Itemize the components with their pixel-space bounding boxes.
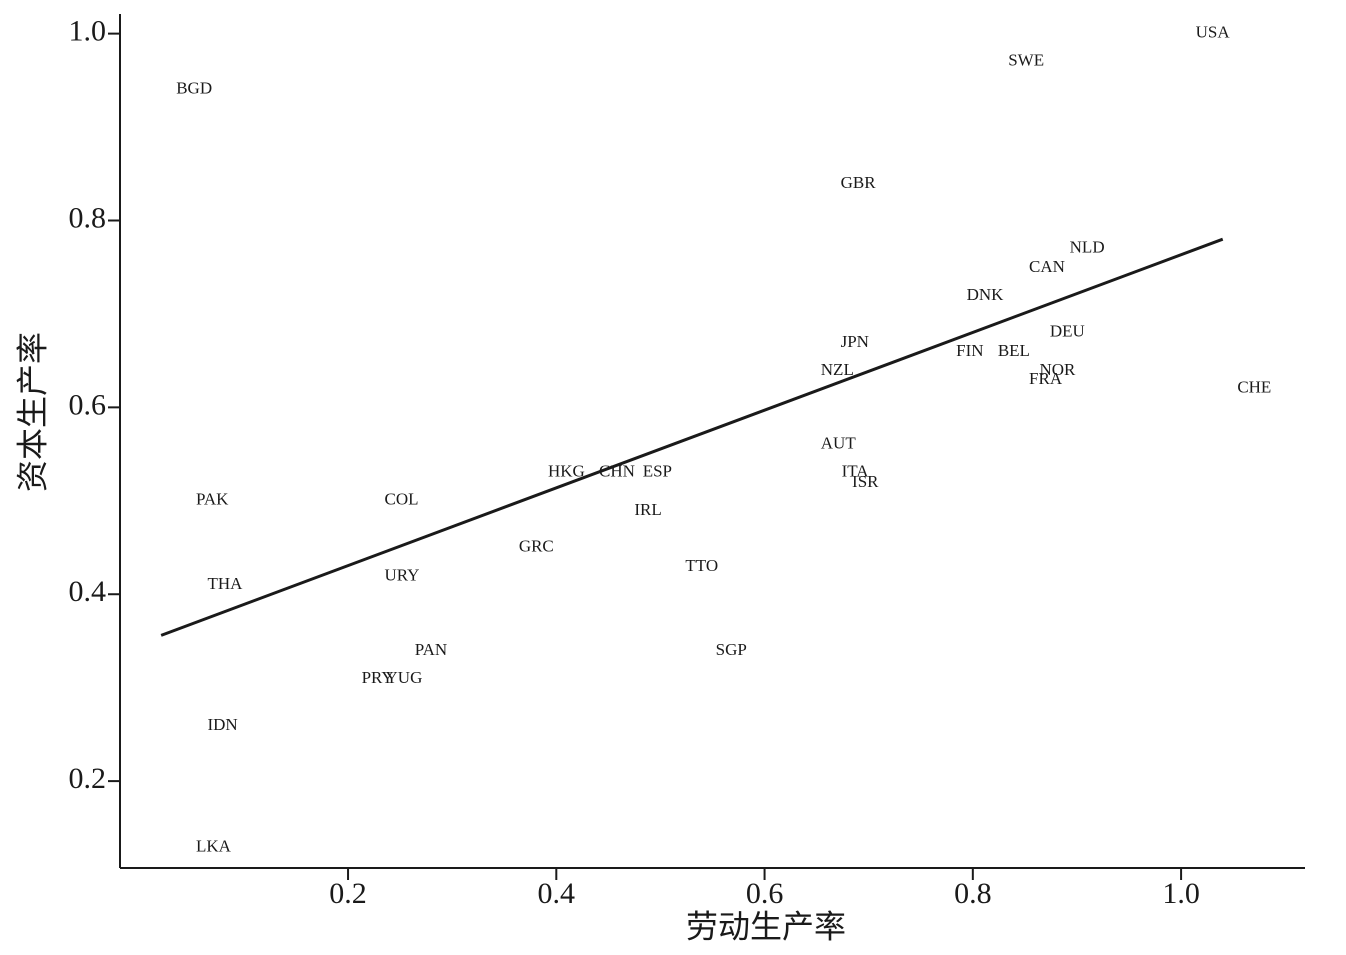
y-tick-label: 0.4 [69, 575, 107, 608]
point-label: PAN [415, 640, 447, 659]
point-label: YUG [386, 668, 423, 687]
y-tick-label: 0.2 [69, 762, 107, 795]
point-label: ITA [842, 462, 870, 481]
point-label: PRY [362, 668, 394, 687]
point-label: GRC [519, 536, 554, 555]
point-label: COL [384, 490, 418, 509]
point-label: FIN [956, 341, 983, 360]
point-label: CHE [1237, 378, 1271, 397]
point-label: TTO [685, 556, 718, 575]
point-label: SGP [716, 640, 747, 659]
point-label: IRL [634, 500, 661, 519]
point-label: PAK [196, 490, 229, 509]
point-label: LKA [196, 836, 232, 855]
point-label: DNK [967, 285, 1005, 304]
point-label: BGD [176, 79, 212, 98]
point-label: GBR [841, 173, 877, 192]
y-tick-label: 0.6 [69, 388, 107, 421]
point-label: NLD [1070, 237, 1105, 256]
point-label: NZL [821, 360, 854, 379]
y-tick-label: 1.0 [69, 15, 107, 48]
y-tick-label: 0.8 [69, 201, 107, 234]
x-axis-label: 劳动生产率 [686, 908, 846, 944]
point-label: JPN [841, 332, 869, 351]
x-tick-label: 0.6 [746, 877, 784, 910]
x-tick-label: 1.0 [1162, 877, 1200, 910]
point-label: THA [207, 574, 243, 593]
point-label: CHN [599, 462, 635, 481]
point-label: HKG [548, 462, 585, 481]
point-label: USA [1196, 23, 1231, 42]
point-label: NOR [1039, 360, 1076, 379]
point-label: FRA [1029, 369, 1063, 388]
point-label: ISR [852, 472, 879, 491]
point-label: CAN [1029, 257, 1065, 276]
point-label: SWE [1008, 51, 1044, 70]
point-label: DEU [1050, 322, 1085, 341]
fit-line [160, 237, 1224, 637]
point-label: AUT [821, 434, 857, 453]
x-tick-label: 0.2 [329, 877, 367, 910]
point-label: URY [384, 565, 419, 584]
y-axis-label: 资本生产率 [14, 332, 50, 492]
point-label: BEL [998, 341, 1030, 360]
x-tick-label: 0.4 [538, 877, 576, 910]
point-label: ESP [643, 462, 672, 481]
x-tick-label: 0.8 [954, 877, 992, 910]
point-label: IDN [207, 715, 237, 734]
